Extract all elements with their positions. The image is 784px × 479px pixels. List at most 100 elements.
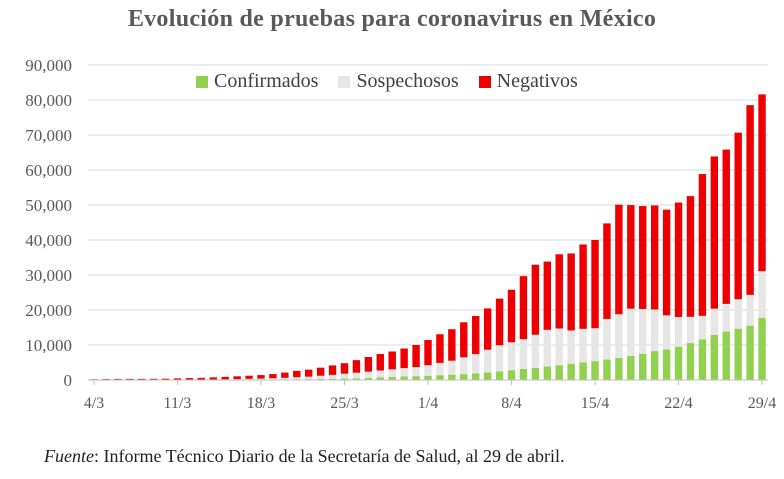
bar-confirmados [674,346,683,380]
y-tick-label: 20,000 [25,301,72,320]
bar-negativos [746,105,754,295]
bar-negativos [674,202,683,317]
bar-confirmados [579,362,587,380]
bar-negativos [400,348,408,369]
bar-confirmados [376,377,384,380]
bar-negativos [627,205,635,309]
bar-sospechosos [650,309,659,352]
bar-negativos [436,334,444,363]
bar-sospechosos [352,372,361,379]
bar-sospechosos [376,370,384,378]
bar-negativos [126,378,134,380]
bar-negativos [710,156,719,309]
legend-label-confirmados: Confirmados [214,70,319,92]
bar-confirmados [627,355,635,380]
bar-confirmados [483,372,492,380]
bar-confirmados [328,378,337,380]
bar-sospechosos [412,367,420,377]
bar-negativos [555,254,563,329]
bar-negativos [531,264,540,335]
y-tick-label: 80,000 [25,91,72,110]
bar-confirmados [734,328,742,380]
bar-negativos [209,377,217,380]
axes: 0 10,000 20,000 30,000 40,000 50,000 60,000 70,… [25,56,776,412]
bar-negativos [281,372,289,378]
bar-confirmados [758,317,766,380]
bar-negativos [734,132,742,300]
bar-negativos [269,374,277,379]
x-tick-label: 4/3 [84,395,104,412]
bar-negativos [316,367,325,376]
bar-negativos [364,356,373,372]
bar-confirmados [710,334,719,380]
bar-sospechosos [460,357,468,375]
bar-sospechosos [615,314,623,358]
bar-confirmados [424,375,432,380]
bar-sospechosos [758,271,766,318]
legend: Confirmados Sospechosos Negativos [196,70,578,93]
legend-swatch-negativos [478,75,491,88]
bar-sospechosos [579,328,587,363]
bar-negativos [114,378,122,380]
bar-sospechosos [316,375,325,379]
x-tick-label: 18/3 [247,395,275,412]
bar-negativos [579,244,587,329]
bar-sospechosos [591,328,599,362]
bar-negativos [340,363,349,374]
y-tick-label: 30,000 [25,266,72,285]
legend-item-confirmados: Confirmados [196,70,318,93]
bar-sospechosos [340,373,349,379]
bar-negativos [615,204,623,315]
bar-confirmados [746,325,754,380]
bar-sospechosos [531,334,540,368]
bar-negativos [245,375,253,379]
bar-negativos [137,378,146,380]
bar-sospechosos [627,308,635,356]
bar-sospechosos [472,354,480,374]
bar-sospechosos [483,349,492,373]
bar-confirmados [364,377,373,380]
bar-negativos [376,354,384,371]
x-tick-label: 29/4 [748,395,776,412]
bar-sospechosos [495,345,504,372]
bar-negativos [662,209,671,316]
bar-negativos [495,298,504,346]
bar-confirmados [543,366,551,380]
bar-confirmados [388,377,396,380]
bar-negativos [197,377,206,380]
bar-confirmados [567,363,575,380]
bar-negativos [650,205,659,310]
bar-negativos [686,196,695,317]
x-tick-label: 25/3 [330,395,358,412]
bar-negativos [412,345,420,368]
bar-negativos [257,375,265,379]
source-text: Informe Técnico Diario de la Secretaría … [99,446,565,466]
bar-sospechosos [543,329,551,367]
bar-sospechosos [328,374,337,379]
bar-confirmados [531,367,540,380]
bar-confirmados [662,349,671,380]
bar-confirmados [448,374,456,380]
bar-sospechosos [674,317,683,347]
bar-negativos [639,206,647,309]
bar-negativos [519,276,528,340]
bar-sospechosos [722,303,730,332]
bar-confirmados [340,378,349,380]
bar-sospechosos [448,360,456,375]
bar-sospechosos [507,342,516,371]
bar-confirmados [460,374,468,380]
gridlines [88,64,768,346]
bar-confirmados [495,371,504,380]
legend-swatch-sospechosos [338,75,351,88]
bar-confirmados [316,378,325,380]
bar-confirmados [722,331,730,380]
bar-sospechosos [400,368,408,377]
bar-sospechosos [293,377,301,380]
bar-confirmados [615,357,623,380]
bar-negativos [543,261,551,330]
bar-confirmados [472,373,480,380]
bar-confirmados [603,359,611,380]
bar-confirmados [436,375,444,380]
bar-sospechosos [567,330,575,364]
